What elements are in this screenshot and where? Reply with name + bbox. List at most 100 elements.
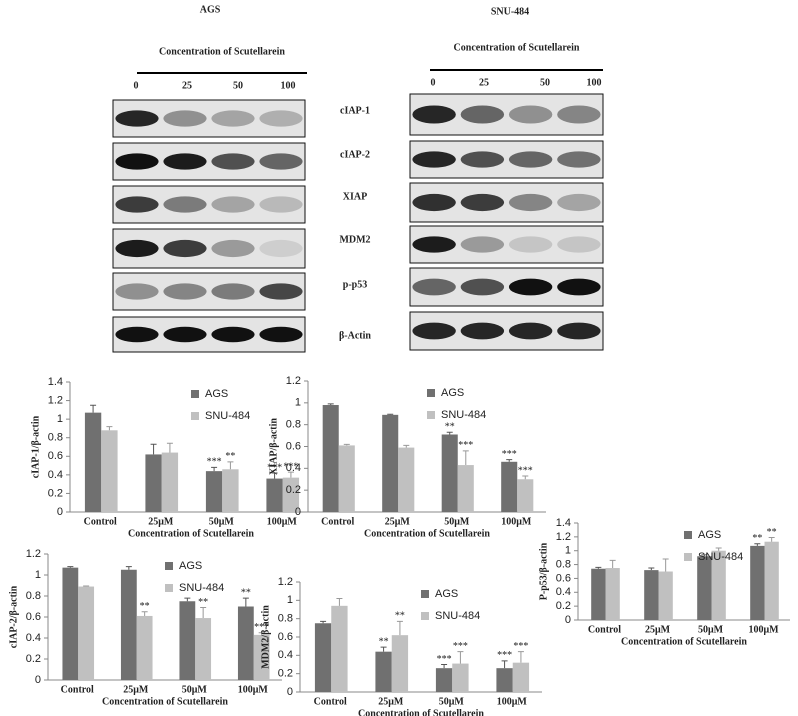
band [508,105,553,124]
lane-label: 25 [479,77,489,88]
error-bar [336,598,343,606]
legend-swatch [191,390,199,398]
y-tick-label: 0.4 [26,632,41,644]
band [163,110,207,127]
error-bar [441,664,448,669]
error-bar [522,475,529,480]
error-bar [200,607,207,619]
y-axis-title: cIAP-2/β-actin [8,585,19,648]
significance: *** [267,462,282,473]
y-tick-label: 0.8 [48,432,63,444]
bar [205,471,223,512]
lane-label: 25 [182,80,192,91]
band [259,326,303,343]
bar [101,430,118,512]
panel-title: AGS [200,4,221,15]
panel-title: SNU-484 [491,6,529,17]
y-tick-label: 1 [57,413,63,425]
band [412,193,456,212]
bar [84,412,102,512]
bar [644,570,659,620]
error-bar [258,632,265,635]
band [412,236,456,253]
error-bar [506,459,513,462]
bar [750,545,765,620]
bar [382,414,399,512]
y-tick-label: 0.4 [278,649,293,661]
band [163,196,207,213]
band [115,283,159,300]
bar [435,668,453,692]
band [211,283,255,300]
y-axis-title: XIAP/β-actin [268,418,279,475]
bar [457,465,474,512]
y-tick-label: 0 [35,674,41,686]
bar [78,586,95,680]
bar [136,615,153,680]
band [460,151,505,168]
bar [441,434,458,512]
x-tick-label: 50μM [209,516,235,527]
bar [501,461,518,512]
band [460,193,505,212]
y-tick-label: 0.2 [26,653,41,665]
y-tick-label: 1 [287,594,293,606]
x-tick-label: 100μM [238,684,269,695]
y-tick-label: 1.4 [48,376,63,388]
error-bar [701,554,708,557]
legend-label: AGS [435,588,458,600]
band [557,105,601,124]
y-tick-label: 1.4 [556,517,571,529]
lane-label: 0 [134,80,139,91]
y-tick-label: 1.2 [26,548,41,560]
error-bar [141,611,148,616]
bar [452,663,469,692]
band [460,278,505,296]
error-bar [595,566,602,569]
band [259,153,303,170]
y-tick-label: 0 [565,614,571,626]
legend-label: SNU-484 [435,610,480,622]
x-tick-label: 50μM [698,624,724,635]
x-tick-label: Control [588,624,621,635]
error-bar [396,620,403,636]
error-bar [648,567,655,571]
legend-swatch [165,584,173,592]
significance: ** [445,422,455,433]
bar [120,569,137,680]
y-tick-label: 0.8 [26,590,41,602]
significance: ** [140,601,150,612]
bar [222,469,239,512]
bar [398,447,415,512]
y-tick-label: 0.4 [556,586,571,598]
bar [282,477,300,512]
band [508,236,553,253]
legend-label: AGS [441,387,464,399]
protein-label: XIAP [343,191,367,202]
legend-label: AGS [179,560,202,572]
bar [266,478,283,512]
y-tick-label: 1.2 [286,375,301,387]
band [508,151,553,168]
error-bar [662,558,669,572]
legend-swatch [421,612,429,620]
x-tick-label: 50μM [444,516,470,527]
x-axis-title: Concentration of Scutellarein [364,528,490,539]
significance: *** [497,650,512,661]
error-bar [462,450,469,466]
y-tick-label: 1 [565,545,571,557]
band [460,236,505,253]
bar [512,662,530,692]
y-tick-label: 1.2 [48,394,63,406]
bar [496,668,513,692]
band [460,105,505,124]
y-tick-label: 0.2 [556,600,571,612]
legend-swatch [684,553,692,561]
bar [605,568,620,620]
bar [338,445,355,512]
legend-swatch [421,590,429,598]
significance: *** [502,449,517,460]
band [211,326,255,343]
lane-label: 100 [281,80,296,91]
error-bar [768,537,775,542]
